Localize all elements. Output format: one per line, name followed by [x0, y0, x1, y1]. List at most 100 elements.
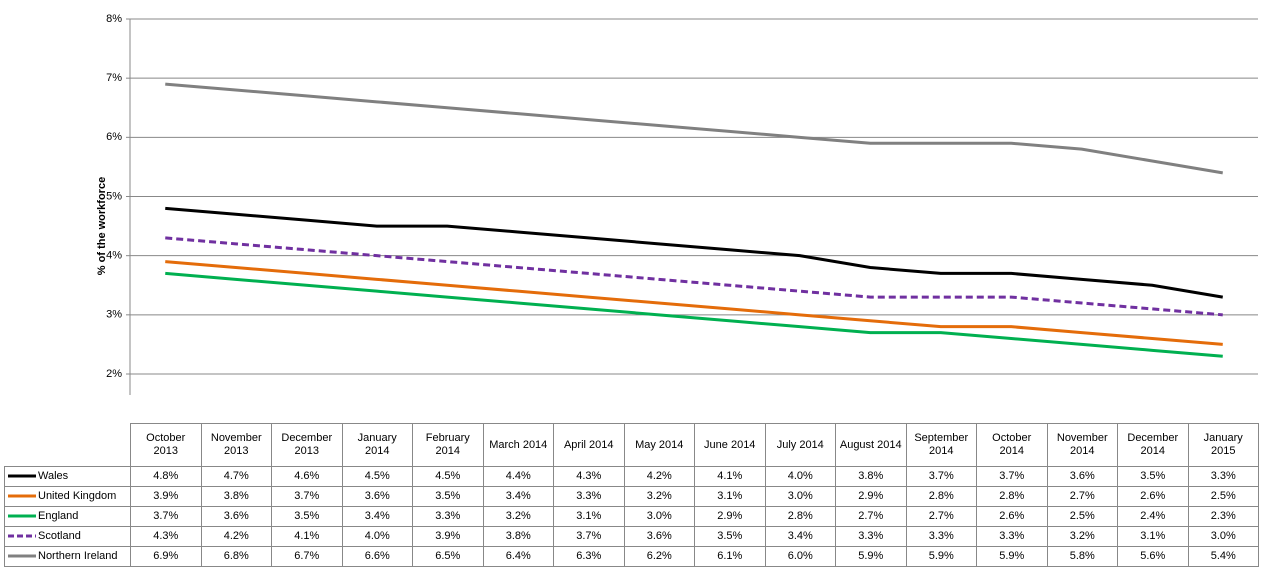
value-cell: 2.8%: [976, 486, 1048, 507]
value-cell: 3.2%: [1046, 526, 1118, 547]
value-cell: 3.1%: [553, 506, 625, 527]
value-cell: 3.4%: [482, 486, 554, 507]
value-cell: 6.4%: [482, 546, 554, 567]
legend-swatch: [8, 494, 36, 498]
category-header: September 2014: [905, 423, 977, 467]
category-header: January 2015: [1187, 423, 1259, 467]
value-cell: 4.2%: [623, 466, 695, 487]
value-cell: 5.9%: [905, 546, 977, 567]
category-header: March 2014: [482, 423, 554, 467]
series-line: [165, 236, 1223, 317]
value-cell: 2.4%: [1117, 506, 1189, 527]
value-cell: 2.8%: [764, 506, 836, 527]
value-cell: 2.6%: [976, 506, 1048, 527]
y-tick-label: 5%: [106, 190, 122, 202]
value-cell: 3.7%: [130, 506, 202, 527]
value-cell: 3.0%: [623, 506, 695, 527]
legend-cell: Wales: [4, 466, 131, 487]
value-cell: 4.0%: [341, 526, 413, 547]
legend-label: United Kingdom: [38, 490, 117, 502]
value-cell: 3.1%: [1117, 526, 1189, 547]
value-cell: 4.3%: [553, 466, 625, 487]
value-cell: 3.5%: [1117, 466, 1189, 487]
legend-swatch: [8, 534, 36, 538]
legend-label: England: [38, 510, 79, 522]
value-cell: 2.7%: [835, 506, 907, 527]
value-cell: 4.1%: [271, 526, 343, 547]
value-cell: 2.8%: [905, 486, 977, 507]
y-tick-label: 3%: [106, 309, 122, 321]
value-cell: 5.9%: [976, 546, 1048, 567]
legend-label: Scotland: [38, 530, 81, 542]
value-cell: 5.4%: [1187, 546, 1259, 567]
value-cell: 3.7%: [905, 466, 977, 487]
category-header: November 2014: [1046, 423, 1118, 467]
value-cell: 4.5%: [412, 466, 484, 487]
value-cell: 3.3%: [412, 506, 484, 527]
value-cell: 5.6%: [1117, 546, 1189, 567]
value-cell: 3.3%: [553, 486, 625, 507]
category-header: February 2014: [412, 423, 484, 467]
value-cell: 4.4%: [482, 466, 554, 487]
data-row: Wales 4.8% 4.7% 4.6% 4.5% 4.5% 4.4% 4.3% 4.2% 4.1…: [4, 466, 1259, 487]
y-tick-label: 4%: [106, 250, 122, 262]
value-cell: 3.6%: [1046, 466, 1118, 487]
value-cell: 3.0%: [1187, 526, 1259, 547]
y-tick-label: 8%: [106, 13, 122, 25]
data-row: United Kingdom 3.9% 3.8% 3.7% 3.6% 3.5% 3.4% 3.…: [4, 486, 1259, 507]
value-cell: 3.6%: [623, 526, 695, 547]
value-cell: 4.7%: [200, 466, 272, 487]
category-header: July 2014: [764, 423, 836, 467]
value-cell: 3.9%: [130, 486, 202, 507]
legend-cell: Scotland: [4, 526, 131, 547]
value-cell: 3.6%: [341, 486, 413, 507]
value-cell: 4.5%: [341, 466, 413, 487]
category-header: April 2014: [553, 423, 625, 467]
value-cell: 3.4%: [341, 506, 413, 527]
y-tick-label: 6%: [106, 131, 122, 143]
category-header: January 2014: [341, 423, 413, 467]
legend-label: Wales: [38, 470, 69, 482]
value-cell: 6.6%: [341, 546, 413, 567]
category-header: August 2014: [835, 423, 907, 467]
value-cell: 3.8%: [482, 526, 554, 547]
category-header: June 2014: [694, 423, 766, 467]
value-cell: 3.2%: [482, 506, 554, 527]
value-cell: 3.5%: [271, 506, 343, 527]
legend-swatch: [8, 554, 36, 558]
value-cell: 6.1%: [694, 546, 766, 567]
legend-swatch: [8, 474, 36, 478]
series-line: [165, 260, 1223, 346]
value-cell: 3.1%: [694, 486, 766, 507]
value-cell: 2.3%: [1187, 506, 1259, 527]
value-cell: 6.7%: [271, 546, 343, 567]
category-header: October 2014: [976, 423, 1048, 467]
data-table: October 2013 November 2013 December 2013 Ja…: [4, 423, 1259, 567]
series-line: [165, 271, 1223, 358]
legend-cell: England: [4, 506, 131, 527]
value-cell: 2.7%: [905, 506, 977, 527]
series-line: [165, 206, 1223, 299]
value-cell: 2.7%: [1046, 486, 1118, 507]
value-cell: 2.6%: [1117, 486, 1189, 507]
y-tick-label: 7%: [106, 72, 122, 84]
value-cell: 3.9%: [412, 526, 484, 547]
value-cell: 3.3%: [835, 526, 907, 547]
value-cell: 3.5%: [694, 526, 766, 547]
chart: % of the workforce 2% 3% 4% 5% 6% 7% 8%: [96, 13, 1258, 395]
value-cell: 3.5%: [412, 486, 484, 507]
value-cell: 3.4%: [764, 526, 836, 547]
value-cell: 6.5%: [412, 546, 484, 567]
y-tick-label: 2%: [106, 368, 122, 380]
value-cell: 6.2%: [623, 546, 695, 567]
category-header: December 2013: [271, 423, 343, 467]
value-cell: 3.0%: [764, 486, 836, 507]
blank-cell: [5, 424, 131, 467]
value-cell: 5.8%: [1046, 546, 1118, 567]
value-cell: 4.2%: [200, 526, 272, 547]
value-cell: 3.6%: [200, 506, 272, 527]
value-cell: 2.9%: [835, 486, 907, 507]
value-cell: 6.0%: [764, 546, 836, 567]
y-axis-label: % of the workforce: [96, 177, 108, 275]
header-row: October 2013 November 2013 December 2013 Ja…: [5, 423, 1259, 467]
